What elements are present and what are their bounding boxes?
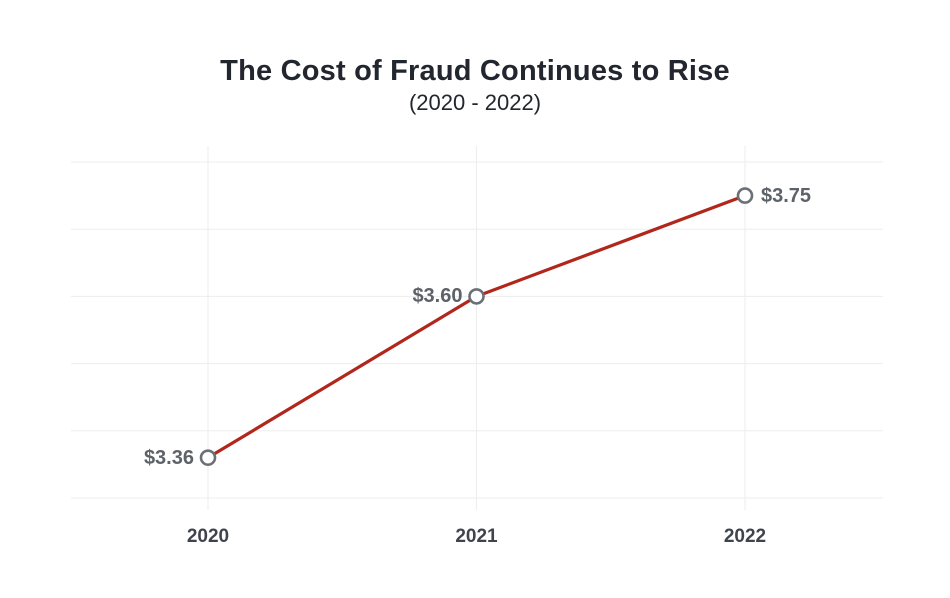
data-point-marker: [199, 449, 217, 466]
chart-subtitle: (2020 - 2022): [408, 90, 542, 115]
data-point-marker: [736, 187, 754, 204]
chart-header: The Cost of Fraud Continues to Rise (202…: [0, 53, 950, 116]
chart-title: The Cost of Fraud Continues to Rise: [220, 55, 730, 87]
x-axis-tick-label: 2022: [723, 526, 767, 547]
data-point-value-label: $3.75: [761, 184, 812, 207]
data-point-value-label: $3.60: [412, 285, 463, 308]
data-point-value-label: $3.36: [143, 446, 194, 469]
x-axis-tick-label: 2020: [186, 526, 230, 547]
x-axis-tick-label: 2021: [455, 526, 498, 547]
data-point-marker: [468, 288, 485, 305]
